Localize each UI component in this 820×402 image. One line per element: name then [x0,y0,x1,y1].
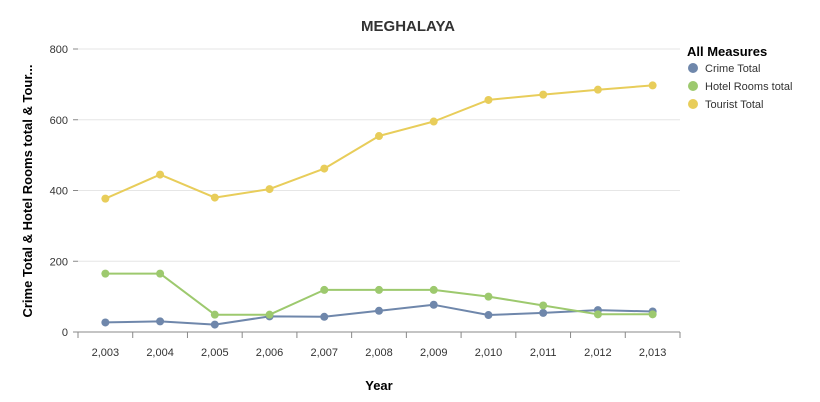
y-axis-title: Crime Total & Hotel Rooms total & Tour..… [20,64,35,317]
data-point-crime-total[interactable] [101,318,110,327]
data-point-crime-total[interactable] [210,320,219,329]
y-tick-label: 600 [50,115,68,127]
data-point-tourist-total[interactable] [593,85,602,94]
legend-label-tourist-total: Tourist Total [705,99,764,111]
x-tick-label: 2,009 [420,347,448,359]
x-tick-label: 2,013 [639,347,667,359]
data-point-tourist-total[interactable] [320,164,329,173]
x-axis-title: Year [365,378,392,393]
y-tick-label: 800 [50,44,68,56]
legend: All Measures Crime Total Hotel Rooms tota… [687,44,792,111]
x-axis: 2,003 2,004 2,005 2,006 2,007 2,008 2,009 2,010… [77,331,681,359]
data-point-tourist-total[interactable] [375,132,383,141]
series-layer [101,81,657,329]
chart-title: MEGHALAYA [361,18,455,35]
data-point-hotel-rooms-total[interactable] [265,310,274,319]
data-point-tourist-total[interactable] [648,81,657,90]
data-point-tourist-total[interactable] [210,193,219,202]
data-point-crime-total[interactable] [539,308,548,317]
data-point-tourist-total[interactable] [429,117,438,126]
legend-label-crime-total: Crime Total [705,63,760,75]
x-tick-label: 2,003 [92,347,120,359]
legend-marker-tourist-total [688,99,698,109]
data-point-hotel-rooms-total[interactable] [648,310,657,319]
x-tick-label: 2,011 [530,347,557,359]
legend-marker-crime-total [688,63,698,73]
data-point-hotel-rooms-total[interactable] [375,285,383,294]
data-point-crime-total[interactable] [429,300,438,309]
data-point-hotel-rooms-total[interactable] [429,285,438,294]
data-point-hotel-rooms-total[interactable] [484,292,493,301]
y-tick-label: 200 [50,256,68,268]
legend-label-hotel-rooms-total: Hotel Rooms total [705,81,792,93]
data-point-tourist-total[interactable] [156,170,165,179]
legend-marker-hotel-rooms-total [688,81,698,91]
series-line-tourist-total [104,84,653,200]
data-point-crime-total[interactable] [320,312,329,321]
x-tick-label: 2,010 [475,347,503,359]
legend-title: All Measures [687,44,767,59]
data-point-tourist-total[interactable] [484,95,493,104]
x-tick-label: 2,004 [146,347,174,359]
y-axis: 0 200 400 600 800 [50,44,78,339]
x-tick-label: 2,006 [256,347,284,359]
y-tick-label: 400 [50,186,68,198]
data-point-tourist-total[interactable] [265,185,274,194]
data-point-crime-total[interactable] [484,311,493,320]
x-tick-label: 2,005 [201,347,229,359]
x-tick-label: 2,008 [365,347,393,359]
gridlines [78,48,680,262]
data-point-hotel-rooms-total[interactable] [210,310,219,319]
data-point-hotel-rooms-total[interactable] [101,269,110,278]
data-point-tourist-total[interactable] [539,90,548,99]
data-point-hotel-rooms-total[interactable] [539,301,548,310]
y-tick-label: 0 [62,327,68,339]
x-tick-label: 2,007 [311,347,339,359]
data-point-hotel-rooms-total[interactable] [320,285,329,294]
data-point-hotel-rooms-total[interactable] [156,269,165,278]
data-point-hotel-rooms-total[interactable] [593,310,602,319]
data-point-crime-total[interactable] [156,317,165,326]
data-point-crime-total[interactable] [375,306,383,315]
data-point-tourist-total[interactable] [101,194,110,203]
x-tick-label: 2,012 [584,347,612,359]
